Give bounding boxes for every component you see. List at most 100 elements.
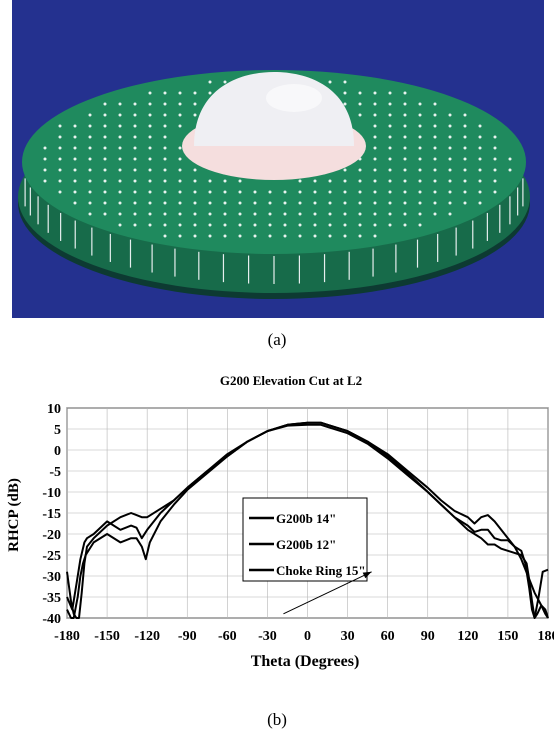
- x-tick-label: 120: [457, 629, 478, 644]
- plate-dot: [433, 201, 437, 205]
- plate-dot: [433, 168, 437, 172]
- rhcp-chart: G200 Elevation Cut at L2 -180 -150 -120 -90…: [6, 373, 554, 670]
- plate-dot: [388, 201, 392, 205]
- plate-dot: [118, 201, 122, 205]
- plate-dot: [343, 201, 347, 205]
- plate-dot: [433, 124, 437, 128]
- plate-dot: [448, 212, 452, 216]
- plate-dot: [373, 124, 377, 128]
- plate-dot: [433, 102, 437, 106]
- plate-dot: [193, 113, 197, 117]
- plate-dot: [283, 190, 287, 194]
- plate-dot: [178, 168, 182, 172]
- plate-dot: [268, 234, 272, 238]
- plate-dot: [418, 102, 422, 106]
- plate-dot: [493, 146, 497, 150]
- plate-dot: [433, 212, 437, 216]
- plate-dot: [493, 168, 497, 172]
- x-axis-label: Theta (Degrees): [251, 653, 360, 670]
- plate-dot: [193, 223, 197, 227]
- plate-dot: [58, 124, 62, 128]
- plate-dot: [313, 201, 317, 205]
- plate-dot: [148, 190, 152, 194]
- legend-label-3: Choke Ring 15": [276, 563, 366, 578]
- plate-dot: [103, 102, 107, 106]
- plate-dot: [388, 124, 392, 128]
- plate-dot: [373, 168, 377, 172]
- plate-dot: [208, 201, 212, 205]
- plate-dot: [73, 135, 77, 139]
- plate-dot: [43, 157, 47, 161]
- plate-dot: [58, 157, 62, 161]
- plate-dot: [448, 124, 452, 128]
- plate-dot: [163, 135, 167, 139]
- plate-dot: [118, 223, 122, 227]
- plate-dot: [73, 157, 77, 161]
- plate-dot: [388, 168, 392, 172]
- plate-dot: [328, 80, 332, 84]
- plate-dot: [388, 113, 392, 117]
- x-tick-label: -150: [94, 629, 120, 644]
- plate-dot: [343, 234, 347, 238]
- plate-dot: [118, 146, 122, 150]
- plate-dot: [178, 113, 182, 117]
- plate-dot: [373, 234, 377, 238]
- plate-dot: [133, 124, 137, 128]
- plate-dot: [478, 168, 482, 172]
- plate-dot: [328, 201, 332, 205]
- plate-dot: [253, 223, 257, 227]
- plate-dot: [88, 146, 92, 150]
- plate-dot: [58, 179, 62, 183]
- plate-dot: [463, 179, 467, 183]
- plate-dot: [313, 212, 317, 216]
- plate-dot: [148, 113, 152, 117]
- plate-dot: [103, 146, 107, 150]
- caption-b: (b): [267, 710, 287, 729]
- plate-dot: [448, 179, 452, 183]
- plate-dot: [313, 234, 317, 238]
- plate-dot: [403, 135, 407, 139]
- plate-dot: [448, 168, 452, 172]
- plate-dot: [148, 223, 152, 227]
- antenna-photo: [12, 0, 544, 318]
- plate-dot: [388, 179, 392, 183]
- chart-title: G200 Elevation Cut at L2: [220, 373, 362, 388]
- plate-dot: [283, 234, 287, 238]
- plate-dot: [403, 190, 407, 194]
- plate-dot: [88, 190, 92, 194]
- plate-dot: [328, 234, 332, 238]
- plate-dot: [493, 135, 497, 139]
- plate-dot: [178, 223, 182, 227]
- plate-dot: [133, 168, 137, 172]
- plate-dot: [223, 212, 227, 216]
- plate-dot: [373, 190, 377, 194]
- plate-dot: [253, 190, 257, 194]
- plate-dot: [463, 157, 467, 161]
- plate-dot: [373, 179, 377, 183]
- plate-dot: [148, 179, 152, 183]
- plate-dot: [403, 113, 407, 117]
- plate-dot: [58, 190, 62, 194]
- caption-a: (a): [267, 330, 287, 349]
- plate-dot: [418, 124, 422, 128]
- plate-dot: [358, 190, 362, 194]
- plate-dot: [403, 124, 407, 128]
- plate-dot: [193, 190, 197, 194]
- plate-dot: [298, 223, 302, 227]
- plate-dot: [418, 135, 422, 139]
- plate-dot: [178, 124, 182, 128]
- plate-dot: [478, 190, 482, 194]
- plate-dot: [418, 157, 422, 161]
- x-tick-label: 0: [304, 629, 311, 644]
- y-tick-label: -35: [42, 591, 61, 606]
- plate-dot: [133, 212, 137, 216]
- plate-dot: [163, 223, 167, 227]
- plate-dot: [478, 135, 482, 139]
- plate-dot: [88, 135, 92, 139]
- plate-dot: [343, 212, 347, 216]
- plate-dot: [193, 201, 197, 205]
- plate-dot: [313, 190, 317, 194]
- plate-dot: [223, 234, 227, 238]
- plate-dot: [238, 223, 242, 227]
- plate-dot: [103, 201, 107, 205]
